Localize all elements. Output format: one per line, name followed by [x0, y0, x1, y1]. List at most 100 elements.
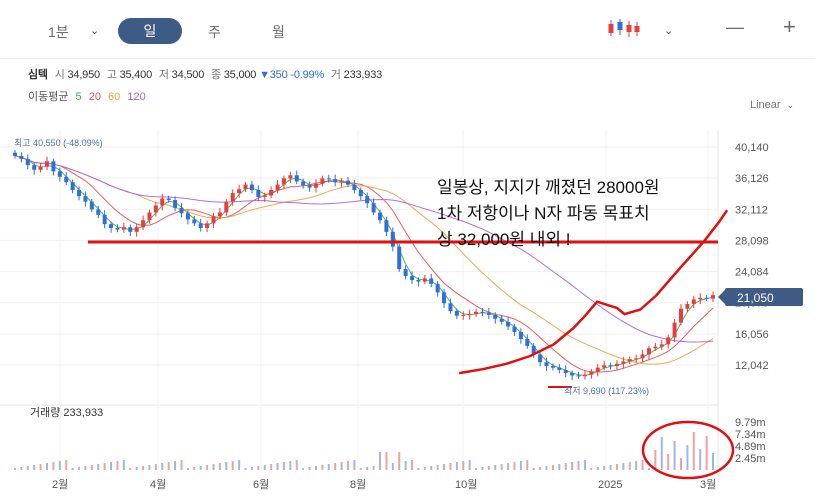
volume-bar	[404, 461, 407, 470]
volume-tick-label: 4.89m	[735, 441, 766, 453]
volume-bar	[244, 468, 247, 470]
candle-body	[480, 311, 485, 313]
volume-bar	[673, 441, 676, 470]
volume-bar	[628, 462, 631, 470]
volume-bar	[609, 465, 612, 470]
volume-bar	[635, 461, 638, 470]
high-marker-label: 최고 40,550 (-48.09%)	[14, 138, 103, 148]
price-tick-label: 36,126	[735, 173, 769, 185]
moving-average-legend: 이동평균 5 20 60 120	[28, 88, 146, 104]
current-price-label: 21,050	[737, 291, 774, 305]
volume-bar	[174, 461, 177, 470]
candle-body	[256, 189, 261, 197]
volume-bar	[295, 460, 298, 470]
time-tick-label: 2025	[598, 479, 622, 491]
candle-body	[518, 331, 523, 339]
candle-body	[83, 196, 88, 202]
volume-bar	[686, 445, 689, 470]
volume-bar	[539, 467, 542, 470]
candle-body	[589, 371, 594, 375]
volume-bar	[699, 449, 702, 470]
volume-tick-label: 9.79m	[735, 417, 766, 429]
zoom-out-button[interactable]: —	[726, 17, 744, 37]
volume-bar	[372, 466, 375, 470]
volume-bar	[500, 464, 503, 470]
candle-body	[442, 292, 447, 304]
candle-body	[249, 184, 254, 190]
chevron-down-icon[interactable]: ⌄	[664, 25, 674, 37]
candle-body	[570, 373, 575, 376]
candle-type-icon[interactable]	[605, 17, 641, 39]
candle-body	[448, 303, 453, 312]
candle-body	[89, 201, 94, 210]
high-value: 35,400	[119, 69, 153, 81]
volume-bar	[199, 466, 202, 470]
candle-body	[153, 205, 158, 213]
time-tick-label: 8월	[350, 478, 366, 491]
candle-body	[704, 297, 709, 299]
chevron-down-icon[interactable]: ⌄	[786, 100, 795, 110]
volume-bar	[321, 465, 324, 470]
volume-bar	[154, 464, 157, 470]
volume-bar	[46, 463, 49, 470]
volume-bar	[615, 464, 618, 470]
candle-body	[269, 189, 274, 196]
volume-label: 거	[330, 69, 341, 81]
candle-body	[32, 165, 37, 170]
volume-bar	[33, 465, 36, 470]
volume-tick-label: 2.45m	[735, 453, 766, 465]
volume-bar	[494, 465, 497, 470]
volume-bar	[449, 463, 452, 470]
price-tick-label: 16,056	[735, 329, 769, 341]
annotation-line-2: 1차 저항이나 N자 파동 목표치	[437, 204, 650, 223]
volume-bar	[250, 467, 253, 470]
scale-mode-label[interactable]: Linear	[750, 99, 781, 111]
moving-average-label: 이동평균	[28, 91, 69, 103]
candle-body	[499, 318, 504, 322]
volume-bar	[180, 460, 183, 470]
volume-bar	[519, 461, 522, 470]
candle-body	[390, 231, 395, 247]
candle-body	[595, 367, 600, 372]
scale-mode-selector[interactable]: Linear ⌄	[750, 99, 794, 111]
volume-bar	[475, 468, 478, 470]
candle-body	[185, 213, 190, 220]
candle-body	[563, 369, 568, 374]
ma-120-label: 120	[127, 91, 146, 103]
candle-body	[646, 348, 651, 355]
price-tick-label: 24,084	[735, 267, 769, 279]
interval-week-tab[interactable]: 주	[208, 24, 221, 40]
chevron-down-icon[interactable]: ⌄	[90, 25, 100, 37]
ma-20-label: 20	[88, 91, 101, 103]
candle-body	[659, 344, 664, 347]
candle-body	[307, 185, 312, 188]
price-tick-label: 32,112	[735, 204, 768, 216]
volume-bar	[20, 467, 23, 470]
candle-body	[198, 223, 203, 228]
volume-bar	[257, 466, 260, 470]
candle-body	[634, 358, 639, 360]
interval-1min[interactable]: 1분	[48, 24, 69, 40]
projected-wave-path	[458, 209, 729, 375]
volume-bar	[443, 464, 446, 470]
candle-body	[653, 346, 658, 349]
candle-body	[224, 201, 229, 213]
interval-month-tab[interactable]: 월	[272, 24, 285, 40]
volume-bar	[58, 461, 61, 470]
time-tick-label: 2월	[52, 478, 68, 491]
volume-bar	[302, 468, 305, 470]
candle-body	[429, 278, 434, 284]
zoom-in-button[interactable]: +	[783, 14, 796, 39]
volume-bar	[481, 467, 484, 470]
candle-body	[640, 354, 645, 359]
candle-body	[141, 220, 146, 228]
interval-day-tab[interactable]: 일	[118, 18, 182, 44]
time-tick-label: 3월	[700, 478, 716, 491]
candle-body	[160, 198, 165, 206]
volume-bar	[513, 462, 516, 470]
candle-body	[582, 374, 587, 377]
volume-bar	[705, 436, 708, 470]
candle-body	[352, 184, 357, 190]
volume-bar	[622, 463, 625, 470]
